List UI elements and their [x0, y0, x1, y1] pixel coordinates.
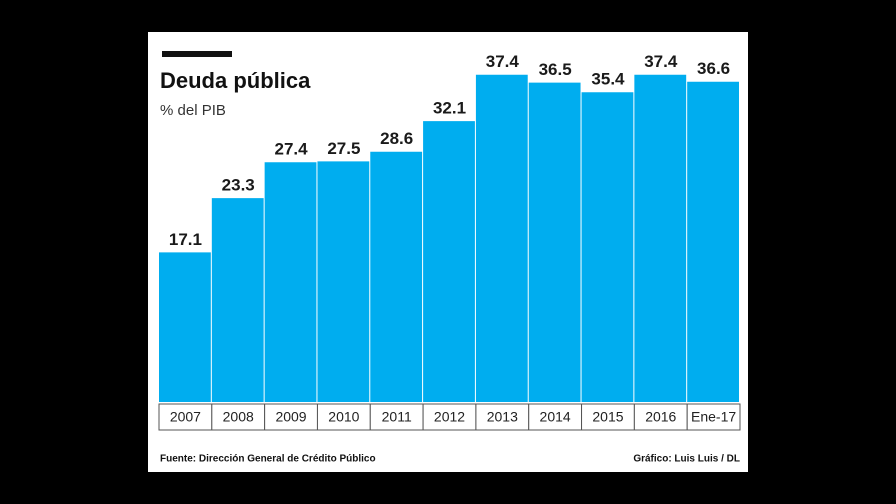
x-tick-label: Ene-17: [691, 409, 736, 425]
category-box: [581, 403, 635, 431]
source: Fuente: Dirección General de Crédito Púb…: [160, 454, 376, 465]
bar: [475, 74, 528, 402]
value-label: 27.5: [327, 139, 360, 158]
chart-subtitle: % del PIB: [160, 102, 226, 119]
bar: [687, 81, 739, 402]
x-tick-label: 2013: [487, 409, 518, 425]
bar: [528, 82, 581, 402]
bar: [159, 252, 211, 402]
x-tick-label: 2015: [592, 409, 623, 425]
value-label: 36.5: [539, 60, 572, 79]
category-box: [158, 403, 213, 431]
bar: [317, 161, 370, 402]
category-box: [211, 403, 266, 431]
value-label: 37.4: [486, 52, 520, 71]
x-tick-label: 2011: [382, 409, 412, 425]
bar: [370, 151, 423, 402]
bar: [211, 198, 264, 402]
category-box: [422, 403, 477, 431]
x-tick-label: 2014: [540, 409, 571, 425]
x-tick-label: 2007: [170, 409, 201, 425]
category-box: [633, 403, 688, 431]
category-box: [369, 403, 424, 431]
value-label: 17.1: [169, 230, 202, 249]
x-tick-label: 2010: [328, 409, 359, 425]
x-tick-label: 2009: [275, 409, 306, 425]
x-tick-label: 2016: [645, 409, 676, 425]
value-label: 37.4: [644, 52, 678, 71]
title-rule: [162, 51, 232, 57]
credit: Gráfico: Luis Luis / DL: [633, 454, 740, 465]
category-box: [316, 403, 371, 431]
value-label: 23.3: [222, 176, 255, 195]
bar: [423, 121, 475, 402]
category-box: [264, 403, 318, 431]
value-label: 32.1: [433, 99, 466, 118]
category-box: [528, 403, 583, 431]
value-label: 27.4: [274, 140, 308, 159]
value-label: 36.6: [697, 59, 730, 78]
chart-title: Deuda pública: [160, 68, 311, 93]
value-label: 35.4: [591, 70, 625, 89]
category-box: [686, 403, 741, 431]
x-tick-label: 2012: [434, 409, 465, 425]
bar: [581, 92, 634, 402]
value-label: 28.6: [380, 129, 413, 148]
x-tick-label: 2008: [223, 409, 254, 425]
bar: [264, 162, 317, 402]
bar: [634, 74, 687, 402]
